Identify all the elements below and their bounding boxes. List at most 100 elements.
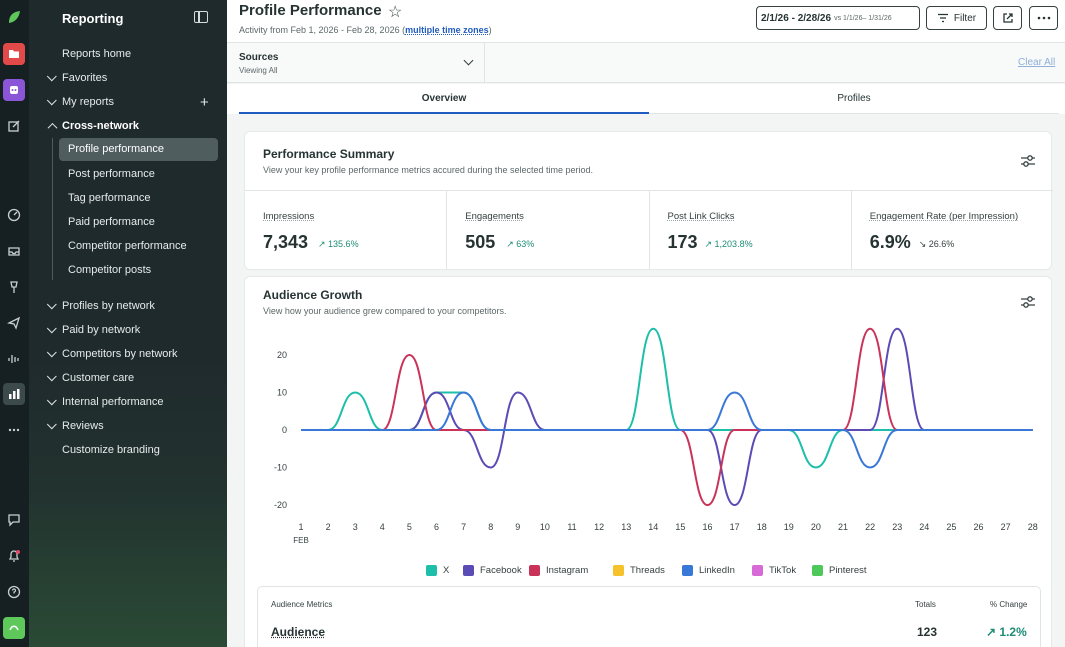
chevron-down-icon	[47, 395, 57, 405]
activity-prefix: Activity from Feb 1, 2026 - Feb 28, 2026…	[239, 25, 405, 35]
audience-row-label[interactable]: Audience	[271, 625, 325, 639]
nav-reports-home[interactable]: Reports home	[62, 48, 131, 60]
nav-section-customer-care[interactable]: Customer care	[49, 372, 134, 384]
nav-section-my-reports[interactable]: My reports	[49, 96, 114, 108]
clear-all-link[interactable]: Clear All	[1018, 57, 1055, 68]
x-tick-label: 2	[326, 522, 331, 532]
legend-label: Pinterest	[829, 565, 867, 576]
x-tick-label: 5	[407, 522, 412, 532]
help-icon[interactable]	[3, 581, 25, 603]
x-tick-label: 6	[434, 522, 439, 532]
legend-label: Facebook	[480, 565, 522, 576]
notifications-icon[interactable]	[3, 545, 25, 567]
tab-overview[interactable]: Overview	[239, 84, 649, 114]
nav-section-paid-by-network[interactable]: Paid by network	[49, 324, 140, 336]
nav-item-post-performance[interactable]: Post performance	[68, 168, 155, 180]
settings-sliders-icon[interactable]	[1020, 294, 1036, 310]
inbox-icon[interactable]	[3, 240, 25, 262]
sprout-logo-icon[interactable]	[3, 6, 25, 28]
performance-summary-card: Performance Summary View your key profil…	[244, 131, 1052, 270]
legend-item-facebook[interactable]: Facebook	[463, 565, 522, 576]
audience-change: ↗ 1.2%	[986, 625, 1027, 639]
inbox-folder-icon[interactable]	[3, 43, 25, 65]
nav-section-competitors-by-network[interactable]: Competitors by network	[49, 348, 178, 360]
export-button[interactable]	[993, 6, 1022, 30]
reports-icon[interactable]	[3, 383, 25, 405]
legend-item-pinterest[interactable]: Pinterest	[812, 565, 867, 576]
column-header: % Change	[990, 600, 1027, 609]
collapse-sidebar-icon[interactable]	[194, 11, 208, 23]
activity-suffix: )	[489, 25, 492, 35]
metric-label[interactable]: Engagements	[465, 211, 524, 222]
compose-icon[interactable]	[3, 115, 25, 137]
metric-label[interactable]: Post Link Clicks	[668, 211, 735, 222]
x-tick-label: 8	[488, 522, 493, 532]
x-tick-label: 11	[567, 522, 576, 532]
x-tick-label: 17	[730, 522, 740, 532]
nav-section-favorites[interactable]: Favorites	[49, 72, 107, 84]
series-line-linkedin[interactable]	[301, 393, 1033, 468]
nav-section-cross-network[interactable]: Cross-network	[49, 120, 139, 132]
chevron-up-icon	[48, 122, 58, 132]
nav-title: Reporting	[62, 11, 123, 26]
nav-section-profiles-by-network[interactable]: Profiles by network	[49, 300, 155, 312]
audience-growth-chart: 20100-10-201 2 3 4 5 6 7 8 9 10 11 12 13 14 15 16 17 18 19…	[245, 327, 1053, 552]
bot-icon[interactable]	[3, 79, 25, 101]
nav-item-tag-performance[interactable]: Tag performance	[68, 192, 151, 204]
nav-item-profile-performance[interactable]: Profile performance	[59, 138, 218, 161]
nav-section-label: Profiles by network	[62, 300, 155, 312]
card-title: Performance Summary	[263, 147, 394, 161]
legend-label: TikTok	[769, 565, 796, 576]
send-icon[interactable]	[3, 312, 25, 334]
feedback-icon[interactable]	[3, 509, 25, 531]
more-options-button[interactable]	[1029, 6, 1058, 30]
series-line-instagram[interactable]	[301, 329, 1033, 505]
nav-customize-branding[interactable]: Customize branding	[62, 444, 160, 456]
legend-item-tiktok[interactable]: TikTok	[752, 565, 796, 576]
legend-swatch	[682, 565, 693, 576]
series-line-x[interactable]	[301, 329, 1033, 468]
legend-item-x[interactable]: X	[426, 565, 449, 576]
metrics-row: Impressions 7,343 ↗ 135.6% Engagements 5…	[245, 190, 1053, 270]
page-title: Profile Performance	[239, 2, 382, 19]
metric-engagement-rate: Engagement Rate (per Impression) 6.9% ↘ …	[852, 191, 1053, 270]
more-apps-icon[interactable]	[3, 419, 25, 441]
tab-profiles[interactable]: Profiles	[649, 84, 1059, 114]
nav-item-paid-performance[interactable]: Paid performance	[68, 216, 155, 228]
report-tabs: Overview Profiles	[227, 84, 1065, 114]
chevron-down-icon	[47, 299, 57, 309]
chevron-down-icon	[47, 419, 57, 429]
date-range-picker[interactable]: 2/1/26 - 2/28/26 vs 1/1/26– 1/31/26	[756, 6, 920, 30]
main-content: Profile Performance ☆ Activity from Feb …	[227, 0, 1065, 647]
metric-value: 505	[465, 232, 495, 253]
dashboard-icon[interactable]	[3, 204, 25, 226]
x-tick-label: 4	[380, 522, 385, 532]
metric-label[interactable]: Impressions	[263, 211, 314, 222]
nav-section-reviews[interactable]: Reviews	[49, 420, 104, 432]
sources-dropdown[interactable]: Sources Viewing All	[227, 43, 485, 83]
legend-item-instagram[interactable]: Instagram	[529, 565, 588, 576]
y-tick-label: 20	[277, 350, 287, 360]
filter-icon	[937, 13, 949, 23]
filter-button[interactable]: Filter	[926, 6, 987, 30]
pin-icon[interactable]	[3, 276, 25, 298]
audience-growth-card: Audience Growth View how your audience g…	[244, 276, 1052, 647]
add-report-icon[interactable]: +	[200, 95, 209, 110]
x-tick-label: 26	[973, 522, 983, 532]
filter-label: Filter	[954, 13, 976, 24]
nav-item-competitor-posts[interactable]: Competitor posts	[68, 264, 151, 276]
legend-item-threads[interactable]: Threads	[613, 565, 665, 576]
favorite-star-icon[interactable]: ☆	[388, 2, 402, 22]
time-zones-link[interactable]: multiple time zones	[405, 25, 489, 35]
nav-section-internal-performance[interactable]: Internal performance	[49, 396, 164, 408]
reporting-nav: Reporting Reports home Favorites My repo…	[29, 0, 227, 647]
user-avatar[interactable]	[3, 617, 25, 639]
legend-swatch	[812, 565, 823, 576]
settings-sliders-icon[interactable]	[1020, 153, 1036, 169]
listening-icon[interactable]	[3, 348, 25, 370]
legend-item-linkedin[interactable]: LinkedIn	[682, 565, 735, 576]
nav-item-competitor-performance[interactable]: Competitor performance	[68, 240, 187, 252]
metric-label[interactable]: Engagement Rate (per Impression)	[870, 211, 1018, 222]
x-tick-label: 10	[540, 522, 550, 532]
x-tick-label: 14	[648, 522, 658, 532]
